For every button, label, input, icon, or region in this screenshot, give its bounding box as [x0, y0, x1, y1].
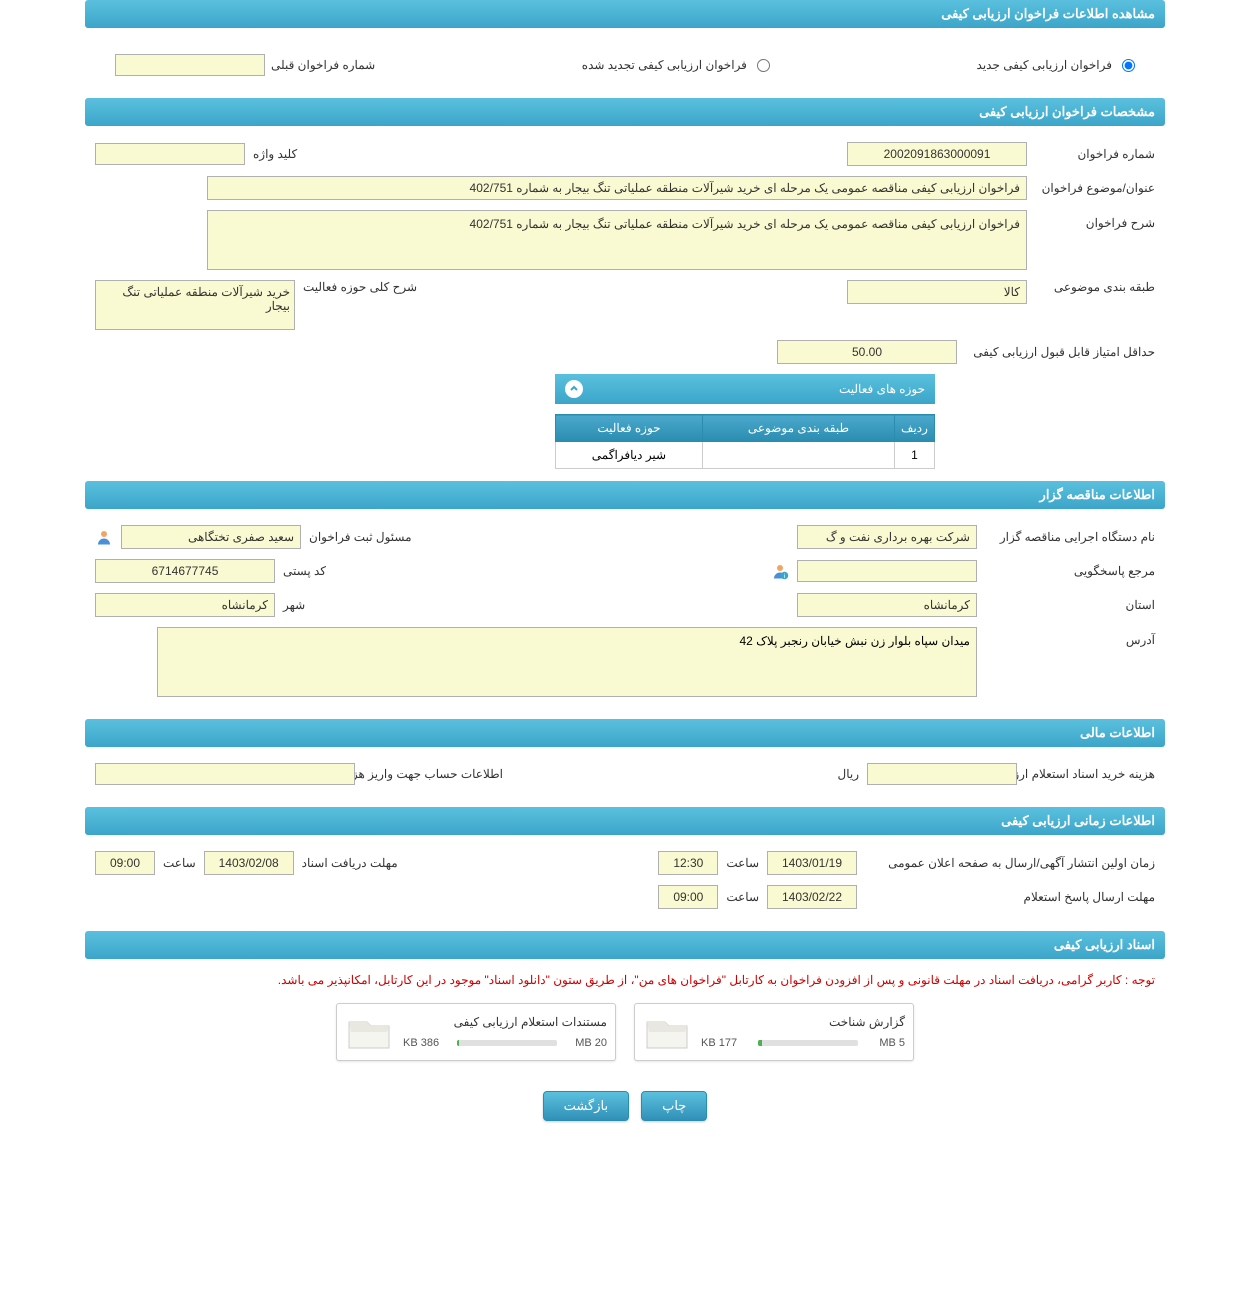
exec-label: نام دستگاه اجرایی مناقصه گزار [985, 530, 1155, 544]
activity-header: حوزه های فعالیت [555, 374, 935, 404]
min-score-field: 50.00 [777, 340, 957, 364]
page-title: مشاهده اطلاعات فراخوان ارزیابی کیفی [85, 0, 1165, 28]
person-icon [95, 528, 113, 546]
receive-time-label: ساعت [163, 856, 196, 870]
activity-title: حوزه های فعالیت [839, 382, 925, 396]
button-row: چاپ بازگشت [85, 1071, 1165, 1141]
response-label: مهلت ارسال پاسخ استعلام [865, 890, 1155, 904]
postal-label: کد پستی [283, 564, 326, 578]
financial-body: هزینه خرید اسناد استعلام ارزیابی کیفی ری… [85, 755, 1165, 807]
province-label: استان [985, 598, 1155, 612]
tenderer-header: اطلاعات مناقصه گزار [85, 481, 1165, 509]
doc-cost-label: هزینه خرید اسناد استعلام ارزیابی کیفی [1025, 767, 1155, 781]
title-field: فراخوان ارزیابی کیفی مناقصه عمومی یک مرح… [207, 176, 1027, 200]
receive-label: مهلت دریافت اسناد [302, 856, 398, 870]
print-button[interactable]: چاپ [641, 1091, 707, 1121]
responder-label: مرجع پاسخگویی [985, 564, 1155, 578]
address-label: آدرس [985, 627, 1155, 647]
response-time-label: ساعت [726, 890, 759, 904]
spec-header: مشخصات فراخوان ارزیابی کیفی [85, 98, 1165, 126]
desc-label: شرح فراخوان [1035, 210, 1155, 230]
table-row: 1 شیر دیافراگمی [556, 442, 935, 469]
prev-number-label: شماره فراخوان قبلی [271, 58, 375, 72]
folder-icon [643, 1012, 691, 1052]
account-field [95, 763, 355, 785]
docs-notice: توجه : کاربر گرامی، دریافت اسناد در مهلت… [85, 967, 1165, 993]
doc-cards: گزارش شناخت 5 MB 177 KB مستندات استعلام … [85, 993, 1165, 1071]
col-row: ردیف [895, 415, 935, 442]
spec-body: شماره فراخوان 2002091863000091 کلید واژه… [85, 134, 1165, 481]
receive-time: 09:00 [95, 851, 155, 875]
response-time: 09:00 [658, 885, 718, 909]
activity-table: ردیف طبقه بندی موضوعی حوزه فعالیت 1 شیر … [555, 414, 935, 469]
radio-renewed[interactable]: فراخوان ارزیابی کیفی تجدید شده [582, 58, 770, 72]
publish-time-label: ساعت [726, 856, 759, 870]
city-field: کرمانشاه [95, 593, 275, 617]
publish-time: 12:30 [658, 851, 718, 875]
radio-renewed-input[interactable] [757, 59, 770, 72]
min-score-label: حداقل امتیاز قابل قبول ارزیابی کیفی [965, 345, 1155, 359]
col-category: طبقه بندی موضوعی [702, 415, 894, 442]
cell-n: 1 [895, 442, 935, 469]
city-label: شهر [283, 598, 305, 612]
top-options: فراخوان ارزیابی کیفی جدید فراخوان ارزیاب… [85, 36, 1165, 98]
svg-text:i: i [784, 574, 785, 580]
receive-date: 1403/02/08 [204, 851, 294, 875]
account-label: اطلاعات حساب جهت واریز هزینه خرید اسناد [363, 767, 503, 781]
timing-header: اطلاعات زمانی ارزیابی کیفی [85, 807, 1165, 835]
publish-label: زمان اولین انتشار آگهی/ارسال به صفحه اعل… [865, 856, 1155, 870]
docs-header: اسناد ارزیابی کیفی [85, 931, 1165, 959]
number-field: 2002091863000091 [847, 142, 1027, 166]
postal-field: 6714677745 [95, 559, 275, 583]
desc-field: فراخوان ارزیابی کیفی مناقصه عمومی یک مرح… [207, 210, 1027, 270]
publish-date: 1403/01/19 [767, 851, 857, 875]
keyword-label: کلید واژه [253, 147, 297, 161]
tenderer-body: نام دستگاه اجرایی مناقصه گزار شرکت بهره … [85, 517, 1165, 719]
info-icon[interactable]: i [771, 562, 789, 580]
timing-body: زمان اولین انتشار آگهی/ارسال به صفحه اعل… [85, 843, 1165, 931]
doc-title-1: مستندات استعلام ارزیابی کیفی [403, 1015, 607, 1029]
keyword-field [95, 143, 245, 165]
col-scope: حوزه فعالیت [556, 415, 703, 442]
title-label: عنوان/موضوع فراخوان [1035, 181, 1155, 195]
financial-header: اطلاعات مالی [85, 719, 1165, 747]
category-field: کالا [847, 280, 1027, 304]
registrar-field: سعید صفری تختگاهی [121, 525, 301, 549]
radio-new[interactable]: فراخوان ارزیابی کیفی جدید [977, 58, 1135, 72]
address-field: میدان سپاه بلوار زن نبش خیابان رنجبر پلا… [157, 627, 977, 697]
folder-icon [345, 1012, 393, 1052]
cell-scope: شیر دیافراگمی [556, 442, 703, 469]
doc-title-0: گزارش شناخت [701, 1015, 905, 1029]
registrar-label: مسئول ثبت فراخوان [309, 530, 412, 544]
doc-card[interactable]: گزارش شناخت 5 MB 177 KB [634, 1003, 914, 1061]
scope-label: شرح کلی حوزه فعالیت [303, 280, 417, 294]
doc-cost-field [867, 763, 1017, 785]
province-field: کرمانشاه [797, 593, 977, 617]
doc-card[interactable]: مستندات استعلام ارزیابی کیفی 20 MB 386 K… [336, 1003, 616, 1061]
back-button[interactable]: بازگشت [543, 1091, 629, 1121]
radio-renewed-label: فراخوان ارزیابی کیفی تجدید شده [582, 58, 747, 72]
currency-label: ریال [837, 767, 859, 781]
doc-total-1: 20 MB [575, 1037, 607, 1049]
progress-bar [758, 1040, 858, 1046]
responder-field [797, 560, 977, 582]
doc-used-0: 177 KB [701, 1037, 737, 1049]
cell-cat [702, 442, 894, 469]
scope-field: خرید شیرآلات منطقه عملیاتی تنگ بیجار [95, 280, 295, 330]
radio-new-input[interactable] [1122, 59, 1135, 72]
doc-total-0: 5 MB [879, 1037, 905, 1049]
exec-field: شرکت بهره برداری نفت و گ [797, 525, 977, 549]
doc-used-1: 386 KB [403, 1037, 439, 1049]
collapse-icon[interactable] [565, 380, 583, 398]
activity-section: حوزه های فعالیت ردیف طبقه بندی موضوعی حو… [555, 374, 935, 469]
progress-bar [457, 1040, 557, 1046]
number-label: شماره فراخوان [1035, 147, 1155, 161]
radio-new-label: فراخوان ارزیابی کیفی جدید [977, 58, 1112, 72]
response-date: 1403/02/22 [767, 885, 857, 909]
prev-number-field [115, 54, 265, 76]
category-label: طبقه بندی موضوعی [1035, 280, 1155, 294]
